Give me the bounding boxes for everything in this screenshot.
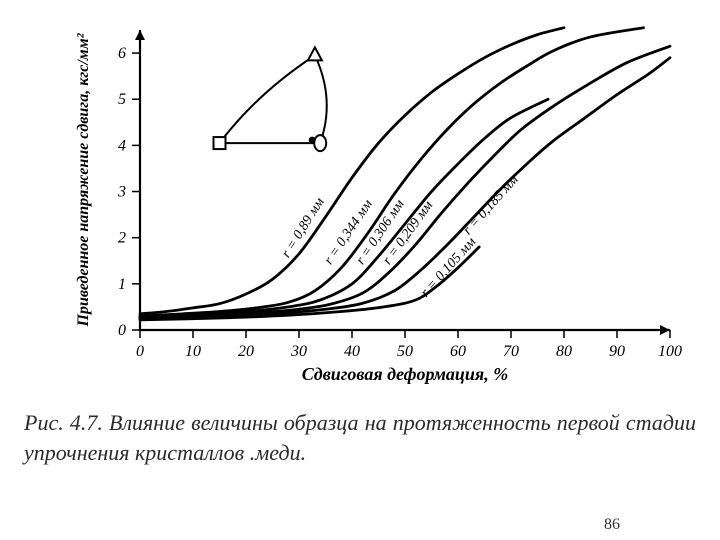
svg-text:4: 4 [118, 137, 126, 154]
svg-text:80: 80 [556, 343, 572, 360]
svg-text:5: 5 [118, 91, 126, 108]
svg-text:2: 2 [118, 230, 126, 247]
svg-text:100: 100 [658, 343, 682, 360]
svg-text:Приведенное напряжение сдвига,: Приведенное напряжение сдвига, кгс/мм² [75, 32, 92, 327]
series-curve [140, 58, 670, 319]
series-curve [140, 28, 644, 316]
dot-icon [309, 137, 316, 144]
svg-text:40: 40 [344, 343, 360, 360]
series-label: r = 0,89 мм [279, 195, 328, 260]
figure-caption: Рис. 4.7. Влияние величины образца на пр… [24, 408, 696, 467]
svg-text:30: 30 [290, 343, 307, 360]
line-chart: 0 10 20 30 40 50 60 70 80 90 100 0 1 2 3 4 5 6 Сдвиговая д… [70, 10, 690, 390]
square-icon [214, 137, 226, 149]
svg-text:60: 60 [450, 343, 466, 360]
circle-icon [314, 135, 326, 151]
series-curve [140, 46, 670, 318]
svg-text:70: 70 [503, 343, 519, 360]
svg-text:Сдвиговая деформация, %: Сдвиговая деформация, % [302, 364, 508, 384]
svg-text:0: 0 [118, 322, 126, 339]
svg-text:3: 3 [117, 184, 126, 201]
svg-text:50: 50 [397, 343, 413, 360]
svg-text:6: 6 [118, 45, 126, 62]
chart-container: 0 10 20 30 40 50 60 70 80 90 100 0 1 2 3 4 5 6 Сдвиговая д… [70, 10, 690, 390]
series-curve [140, 28, 564, 314]
triangle-icon [308, 47, 322, 60]
svg-text:20: 20 [238, 343, 254, 360]
svg-text:0: 0 [136, 343, 144, 360]
svg-text:10: 10 [185, 343, 201, 360]
svg-text:90: 90 [609, 343, 625, 360]
page-number: 86 [604, 516, 620, 534]
svg-text:1: 1 [118, 276, 126, 293]
